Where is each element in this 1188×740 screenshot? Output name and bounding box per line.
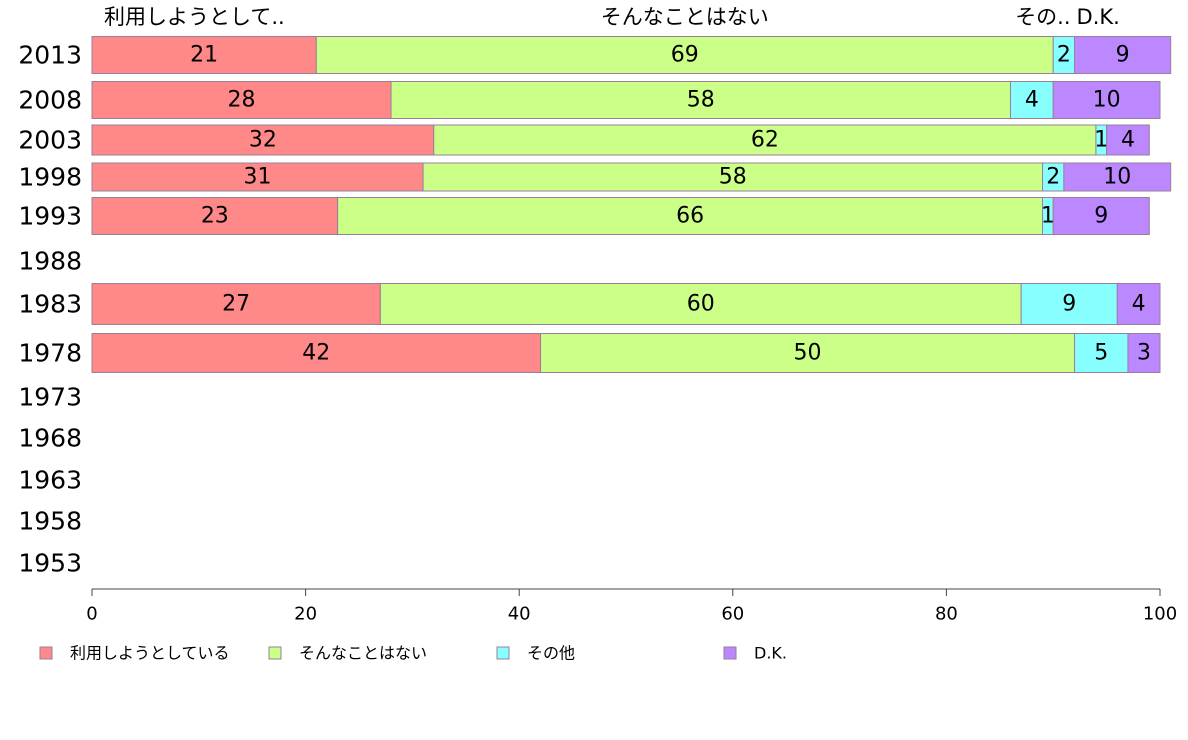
bar-value-label: 10 (1103, 165, 1131, 190)
year-label: 1968 (18, 424, 82, 453)
bar-value-label: 58 (687, 88, 715, 113)
bar-segment (1052, 81, 1161, 119)
bar-value-label: 28 (228, 88, 256, 113)
bar-value-label: 23 (201, 204, 229, 229)
year-label: 2013 (18, 41, 82, 70)
bar-segment (91, 81, 392, 119)
year-label: 1963 (18, 466, 82, 495)
bar-segment (91, 162, 424, 192)
year-label: 1973 (18, 383, 82, 412)
year-label: 1953 (18, 549, 82, 578)
bar-segment (315, 36, 1054, 74)
bar-value-label: 2 (1046, 165, 1060, 190)
bar-value-label: 21 (190, 43, 218, 68)
bar-segment (1052, 197, 1150, 235)
bar-value-label: 50 (794, 341, 822, 366)
bar-segment (1074, 36, 1172, 74)
x-tick-label: 20 (294, 604, 317, 625)
series-top-label: その.. (1015, 5, 1070, 29)
legend-swatch (723, 646, 737, 660)
bar-value-label: 31 (244, 165, 272, 190)
series-top-label: 利用しようとして.. (104, 5, 285, 29)
bar-segment (91, 36, 317, 74)
legend-label: その他 (527, 644, 575, 663)
year-label: 2008 (18, 86, 82, 115)
x-tick-label: 60 (721, 604, 744, 625)
bar-value-label: 27 (222, 292, 250, 317)
bar-segment (1020, 283, 1118, 325)
bar-segment (379, 283, 1022, 325)
bar-segment (1127, 333, 1161, 373)
bar-segment (337, 197, 1044, 235)
bar-value-label: 5 (1094, 341, 1108, 366)
legend-label: そんなことはない (299, 644, 427, 663)
year-label: 1983 (18, 290, 82, 319)
bar-value-label: 3 (1137, 341, 1151, 366)
legend-label: D.K. (754, 644, 787, 663)
bar-segment (1106, 124, 1150, 156)
bar-segment (91, 197, 339, 235)
bar-value-label: 10 (1093, 88, 1121, 113)
year-label: 1998 (18, 163, 82, 192)
bar-value-label: 58 (719, 165, 747, 190)
legend-swatch (39, 646, 53, 660)
year-label: 1958 (18, 507, 82, 536)
bar-value-label: 60 (687, 292, 715, 317)
bar-value-label: 2 (1057, 43, 1071, 68)
year-label: 1988 (18, 247, 82, 276)
series-top-label: そんなことはない (601, 5, 769, 29)
bar-value-label: 9 (1094, 204, 1108, 229)
bar-value-label: 4 (1025, 88, 1039, 113)
bar-value-label: 1 (1094, 128, 1108, 153)
year-label: 2003 (18, 126, 82, 155)
x-tick-label: 80 (935, 604, 958, 625)
bar-segment (1063, 162, 1172, 192)
bar-value-label: 66 (676, 204, 704, 229)
legend-label: 利用しようとしている (70, 644, 230, 663)
bar-segment (1009, 81, 1054, 119)
bar-value-label: 9 (1062, 292, 1076, 317)
year-label: 1978 (18, 339, 82, 368)
bar-value-label: 9 (1116, 43, 1130, 68)
bar-value-label: 1 (1041, 204, 1055, 229)
bar-segment (390, 81, 1011, 119)
bar-segment (540, 333, 1076, 373)
bar-segment (91, 124, 435, 156)
bar-value-label: 42 (302, 341, 330, 366)
bar-segment (1074, 333, 1129, 373)
bar-segment (433, 124, 1097, 156)
legend-swatch (268, 646, 282, 660)
x-tick-label: 100 (1143, 604, 1177, 625)
bar-segment (91, 283, 381, 325)
bar-value-label: 69 (671, 43, 699, 68)
bar-value-label: 32 (249, 128, 277, 153)
year-label: 1993 (18, 202, 82, 231)
legend-swatch (496, 646, 510, 660)
bar-value-label: 4 (1132, 292, 1146, 317)
bar-value-label: 62 (751, 128, 779, 153)
series-top-label: D.K. (1077, 5, 1120, 29)
x-tick-label: 0 (86, 604, 97, 625)
bar-segment (1116, 283, 1161, 325)
bar-value-label: 4 (1121, 128, 1135, 153)
x-tick-label: 40 (508, 604, 531, 625)
